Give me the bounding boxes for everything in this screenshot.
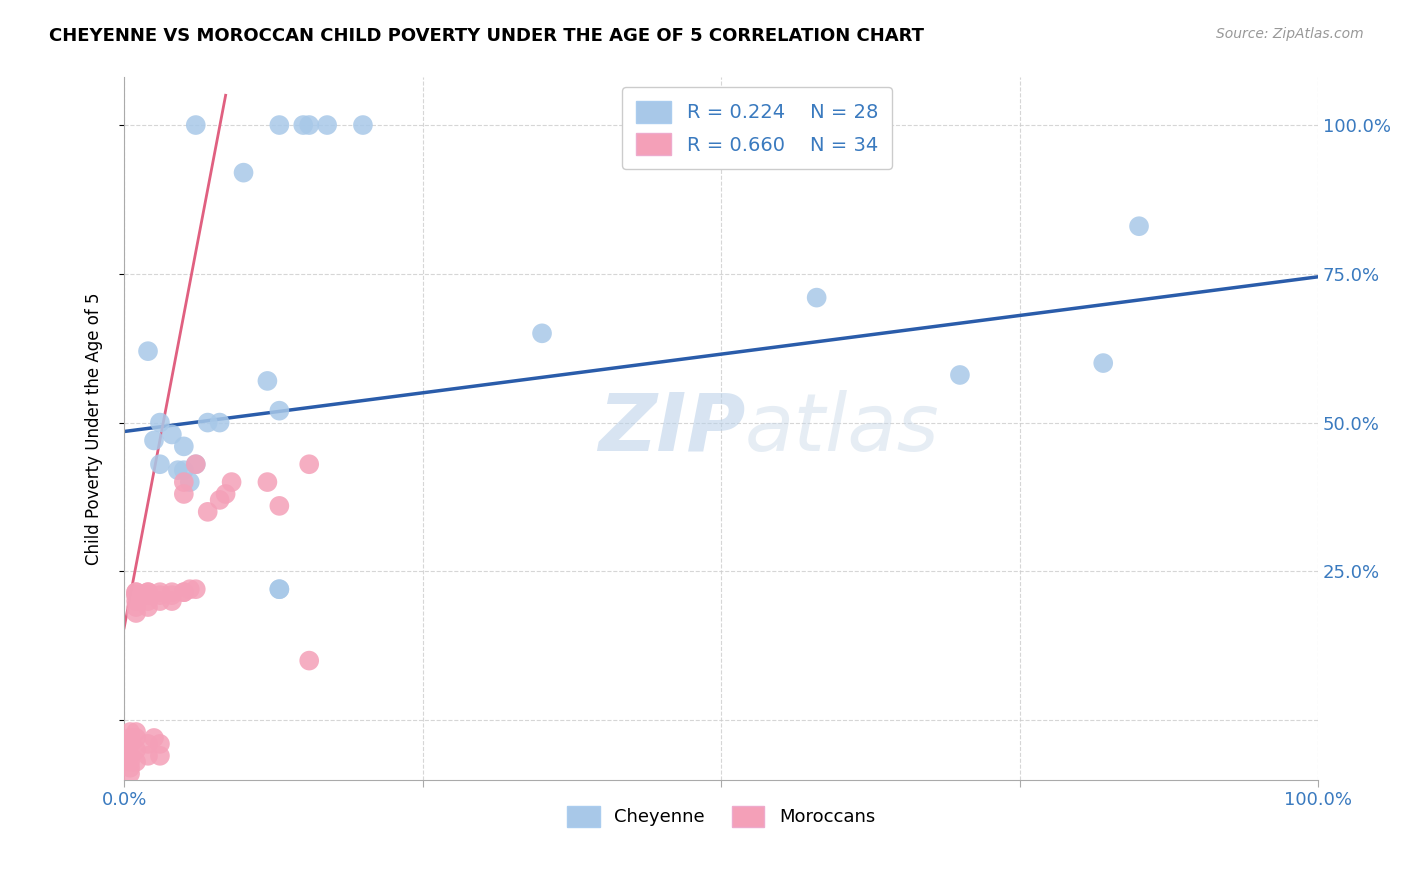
Point xyxy=(120,731,142,745)
Point xyxy=(160,588,183,602)
Point xyxy=(184,118,207,132)
Point xyxy=(197,416,219,430)
Point xyxy=(125,731,148,745)
Point xyxy=(143,731,166,745)
Point xyxy=(173,585,195,599)
Point xyxy=(208,416,231,430)
Point xyxy=(149,594,172,608)
Point xyxy=(184,457,207,471)
Point xyxy=(269,403,291,417)
Point xyxy=(120,725,142,739)
Point xyxy=(352,118,374,132)
Point xyxy=(125,606,148,620)
Point xyxy=(149,457,172,471)
Point xyxy=(125,585,148,599)
Point xyxy=(184,457,207,471)
Point xyxy=(125,585,148,599)
Point xyxy=(179,582,201,597)
Point xyxy=(160,427,183,442)
Point xyxy=(256,374,278,388)
Point xyxy=(120,737,142,751)
Point xyxy=(1092,356,1115,370)
Point xyxy=(120,755,142,769)
Point xyxy=(136,344,159,359)
Point xyxy=(179,475,201,489)
Text: atlas: atlas xyxy=(745,390,939,467)
Point xyxy=(136,585,159,599)
Text: CHEYENNE VS MOROCCAN CHILD POVERTY UNDER THE AGE OF 5 CORRELATION CHART: CHEYENNE VS MOROCCAN CHILD POVERTY UNDER… xyxy=(49,27,924,45)
Point xyxy=(125,594,148,608)
Point xyxy=(160,594,183,608)
Point xyxy=(136,588,159,602)
Text: Source: ZipAtlas.com: Source: ZipAtlas.com xyxy=(1216,27,1364,41)
Point xyxy=(125,588,148,602)
Point xyxy=(197,505,219,519)
Legend: Cheyenne, Moroccans: Cheyenne, Moroccans xyxy=(560,798,883,834)
Point xyxy=(949,368,972,382)
Point xyxy=(173,463,195,477)
Point xyxy=(269,499,291,513)
Point xyxy=(120,748,142,763)
Point xyxy=(316,118,339,132)
Point xyxy=(184,582,207,597)
Point xyxy=(136,594,159,608)
Point xyxy=(531,326,554,341)
Point xyxy=(125,588,148,602)
Point xyxy=(125,725,148,739)
Point xyxy=(221,475,243,489)
Point xyxy=(120,743,142,757)
Point xyxy=(136,600,159,615)
Point xyxy=(125,600,148,615)
Point xyxy=(1128,219,1150,234)
Point xyxy=(298,654,321,668)
Point xyxy=(125,743,148,757)
Point xyxy=(173,439,195,453)
Point xyxy=(120,766,142,780)
Point xyxy=(298,457,321,471)
Point xyxy=(149,416,172,430)
Point xyxy=(256,475,278,489)
Point xyxy=(269,118,291,132)
Point xyxy=(232,166,254,180)
Point xyxy=(167,463,190,477)
Point xyxy=(208,492,231,507)
Point xyxy=(125,755,148,769)
Point xyxy=(143,434,166,448)
Point xyxy=(120,761,142,775)
Point xyxy=(269,582,291,597)
Point xyxy=(173,487,195,501)
Y-axis label: Child Poverty Under the Age of 5: Child Poverty Under the Age of 5 xyxy=(86,293,103,565)
Point xyxy=(136,737,159,751)
Point xyxy=(149,748,172,763)
Point xyxy=(269,582,291,597)
Point xyxy=(173,475,195,489)
Point xyxy=(806,291,828,305)
Point xyxy=(214,487,236,501)
Point xyxy=(136,588,159,602)
Point xyxy=(149,737,172,751)
Point xyxy=(292,118,315,132)
Point xyxy=(136,585,159,599)
Point xyxy=(298,118,321,132)
Point xyxy=(149,588,172,602)
Point xyxy=(149,585,172,599)
Point xyxy=(136,748,159,763)
Point xyxy=(173,585,195,599)
Text: ZIP: ZIP xyxy=(598,390,745,467)
Point xyxy=(160,585,183,599)
